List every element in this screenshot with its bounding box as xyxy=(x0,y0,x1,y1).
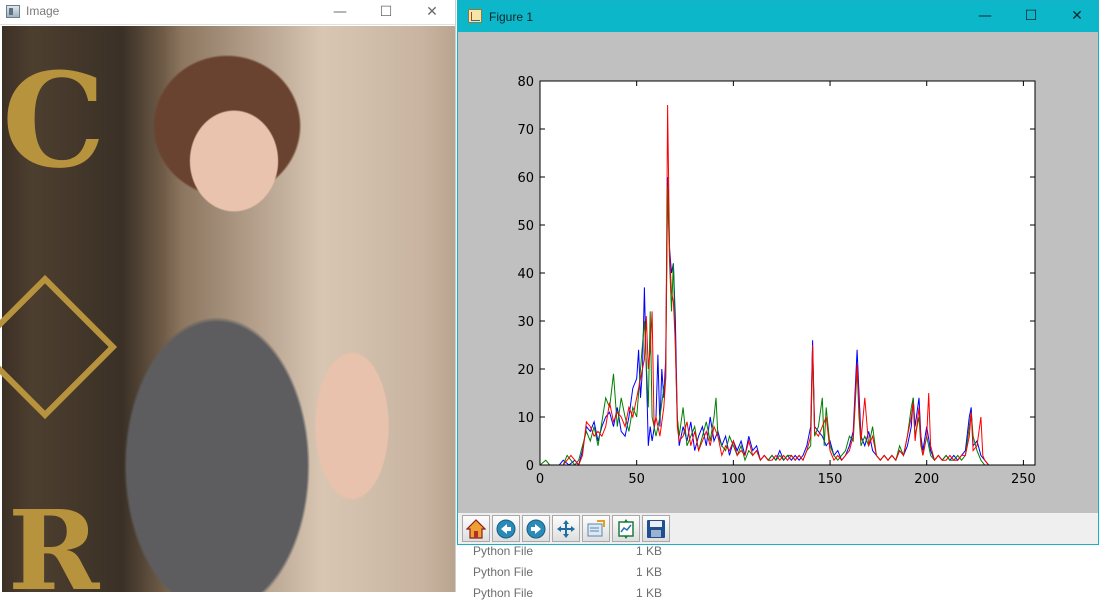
histogram-line-2 xyxy=(540,104,1035,466)
background-decoration xyxy=(0,274,118,420)
file-size-label: 1 KB xyxy=(636,586,663,600)
y-tick-label: 10 xyxy=(517,411,534,426)
image-window-titlebar[interactable]: Image — ☐ ✕ xyxy=(0,0,455,25)
y-tick-label: 50 xyxy=(517,219,534,234)
x-tick-label: 200 xyxy=(914,472,939,487)
plot-canvas[interactable]: 0 50 100 150 200 250 0 10 20 30 40 50 60 70 80 xyxy=(458,32,1098,513)
x-tick-label: 150 xyxy=(818,472,843,487)
matplotlib-figure-icon xyxy=(468,9,482,23)
file-size-label: 1 KB xyxy=(636,565,663,579)
minimize-button[interactable]: — xyxy=(333,4,347,20)
minimize-button[interactable]: — xyxy=(978,8,992,24)
configure-subplots-button[interactable] xyxy=(612,515,640,542)
arrow-left-icon xyxy=(496,519,516,539)
close-button[interactable]: ✕ xyxy=(426,4,438,20)
file-type-label: Python File xyxy=(473,544,534,558)
save-button[interactable] xyxy=(642,515,670,542)
displayed-photo: C R xyxy=(0,26,455,593)
x-tick-label: 250 xyxy=(1011,472,1036,487)
zoom-button[interactable] xyxy=(582,515,610,542)
file-size-label: 1 KB xyxy=(636,544,663,558)
plot-area xyxy=(540,81,1035,465)
navigation-toolbar xyxy=(458,513,1098,544)
arrow-right-icon xyxy=(526,519,546,539)
maximize-button[interactable]: ☐ xyxy=(1024,8,1038,24)
window-title: Image xyxy=(26,4,60,18)
maximize-button[interactable]: ☐ xyxy=(379,4,393,20)
y-tick-label: 60 xyxy=(517,171,534,186)
move-icon xyxy=(557,520,575,538)
histogram-chart: 0 50 100 150 200 250 0 10 20 30 40 50 60 70 80 xyxy=(517,75,1036,487)
y-tick-label: 80 xyxy=(517,75,534,90)
figure-window: Figure 1 — ☐ ✕ 0 50 100 150 200 250 0 10 20 30 40 5… xyxy=(457,0,1099,545)
file-type-label: Python File xyxy=(473,586,534,600)
file-type-label: Python File xyxy=(473,565,534,579)
subplots-icon xyxy=(618,519,634,539)
back-button[interactable] xyxy=(492,515,520,542)
background-decoration: R xyxy=(8,486,100,593)
window-title: Figure 1 xyxy=(489,10,534,24)
file-explorer-background: Python File 1 KB Python File 1 KB Python… xyxy=(455,540,1102,600)
x-tick-label: 100 xyxy=(721,472,746,487)
y-tick-label: 0 xyxy=(526,459,534,474)
image-window: Image — ☐ ✕ C R xyxy=(0,0,456,592)
figure-window-titlebar[interactable]: Figure 1 — ☐ ✕ xyxy=(458,1,1098,32)
home-button[interactable] xyxy=(462,515,490,542)
zoom-rect-icon xyxy=(587,520,605,537)
y-tick-label: 20 xyxy=(517,363,534,378)
background-decoration: C xyxy=(2,44,106,197)
close-button[interactable]: ✕ xyxy=(1071,8,1083,24)
home-icon xyxy=(466,519,486,539)
image-app-icon xyxy=(6,5,20,18)
x-tick-label: 0 xyxy=(536,472,544,487)
y-tick-label: 30 xyxy=(517,315,534,330)
y-tick-label: 70 xyxy=(517,123,534,138)
floppy-disk-icon xyxy=(647,520,665,538)
y-tick-label: 40 xyxy=(517,267,534,282)
x-tick-label: 50 xyxy=(628,472,645,487)
pan-button[interactable] xyxy=(552,515,580,542)
forward-button[interactable] xyxy=(522,515,550,542)
